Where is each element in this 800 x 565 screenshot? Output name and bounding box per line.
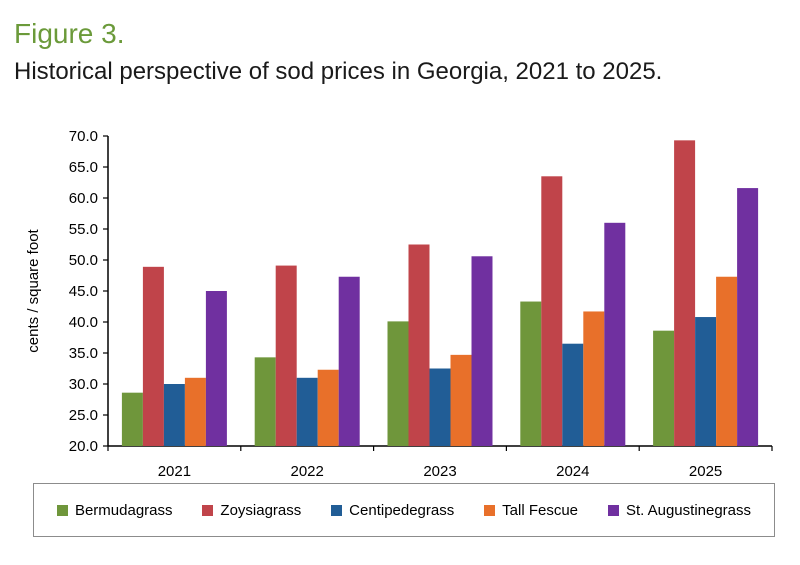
y-tick-label: 25.0: [69, 407, 98, 424]
legend-swatch: [202, 504, 214, 516]
bar-centipedegrass-2025: [695, 317, 717, 446]
legend-item: Tall Fescue: [484, 502, 578, 519]
x-axis: 2021 2022 2023 2024 2025: [107, 445, 773, 480]
figure-label: Figure 3.: [14, 18, 125, 49]
bar-centipedegrass-2024: [562, 343, 584, 446]
bar-st-augustinegrass-2023: [471, 256, 493, 446]
bars: [121, 140, 759, 447]
legend-label: St. Augustinegrass: [625, 501, 752, 519]
legend-item: St. Augustinegrass: [607, 501, 752, 519]
bar-st-augustinegrass-2024: [604, 222, 626, 446]
bar-bermudagrass-2025: [653, 330, 675, 446]
bar-st-augustinegrass-2022: [338, 276, 360, 446]
bar-centipedegrass-2021: [163, 384, 185, 446]
legend-item: Zoysiagrass: [202, 502, 301, 519]
chart-title: Historical perspective of sod prices in …: [14, 58, 663, 85]
legend-swatch: [484, 504, 496, 516]
bar-centipedegrass-2022: [296, 377, 318, 446]
y-tick-label: 30.0: [69, 376, 98, 393]
bar-st-augustinegrass-2021: [205, 291, 227, 446]
legend-label: Tall Fescue: [502, 501, 579, 519]
x-tick-label: 2025: [689, 463, 722, 480]
y-tick-label: 50.0: [69, 252, 98, 269]
bar-bermudagrass-2022: [254, 357, 276, 446]
bar-zoysiagrass-2023: [408, 244, 430, 446]
y-tick-label: 35.0: [69, 345, 98, 362]
bar-centipedegrass-2023: [429, 368, 451, 446]
bar-zoysiagrass-2025: [674, 140, 696, 446]
legend-label: Zoysiagrass: [220, 501, 302, 519]
bar-zoysiagrass-2021: [142, 266, 164, 446]
y-tick-label: 60.0: [69, 190, 98, 207]
y-tick-label: 45.0: [69, 283, 98, 300]
y-tick-label: 20.0: [69, 438, 98, 455]
legend-label: Bermudagrass: [74, 501, 173, 519]
x-tick-label: 2024: [556, 463, 589, 480]
legend-swatch: [607, 504, 619, 516]
y-tick-label: 70.0: [69, 128, 98, 145]
legend-item: Bermudagrass: [56, 501, 173, 519]
y-tick-label: 40.0: [69, 314, 98, 331]
bar-tall-fescue-2022: [317, 369, 339, 446]
y-tick-label: 55.0: [69, 221, 98, 238]
y-tick-label: 65.0: [69, 159, 98, 176]
bar-chart: 20.0 25.0 30.0 35.0 40.0 45.0 50.0 55.0 60.0 65.0…: [25, 128, 773, 480]
bar-zoysiagrass-2024: [541, 176, 563, 447]
x-tick-label: 2023: [423, 463, 456, 480]
bar-tall-fescue-2021: [184, 377, 206, 446]
legend: Bermudagrass Zoysiagrass Centipedegrass Tal…: [33, 483, 775, 537]
legend-item: Centipedegrass: [331, 502, 454, 519]
bar-bermudagrass-2024: [520, 301, 542, 446]
bar-zoysiagrass-2022: [275, 265, 297, 446]
y-axis: 20.0 25.0 30.0 35.0 40.0 45.0 50.0 55.0 60.0 65.0…: [69, 128, 109, 455]
legend-swatch: [331, 504, 343, 516]
bar-bermudagrass-2021: [121, 392, 143, 446]
bar-bermudagrass-2023: [387, 321, 409, 446]
y-axis-title: cents / square foot: [25, 228, 42, 352]
bar-tall-fescue-2024: [583, 311, 605, 446]
bar-tall-fescue-2023: [450, 354, 472, 446]
legend-swatch: [56, 504, 68, 516]
bar-tall-fescue-2025: [716, 276, 738, 446]
x-tick-label: 2022: [291, 463, 324, 480]
x-tick-label: 2021: [158, 463, 191, 480]
legend-label: Centipedegrass: [349, 501, 455, 519]
bar-st-augustinegrass-2025: [737, 188, 759, 446]
